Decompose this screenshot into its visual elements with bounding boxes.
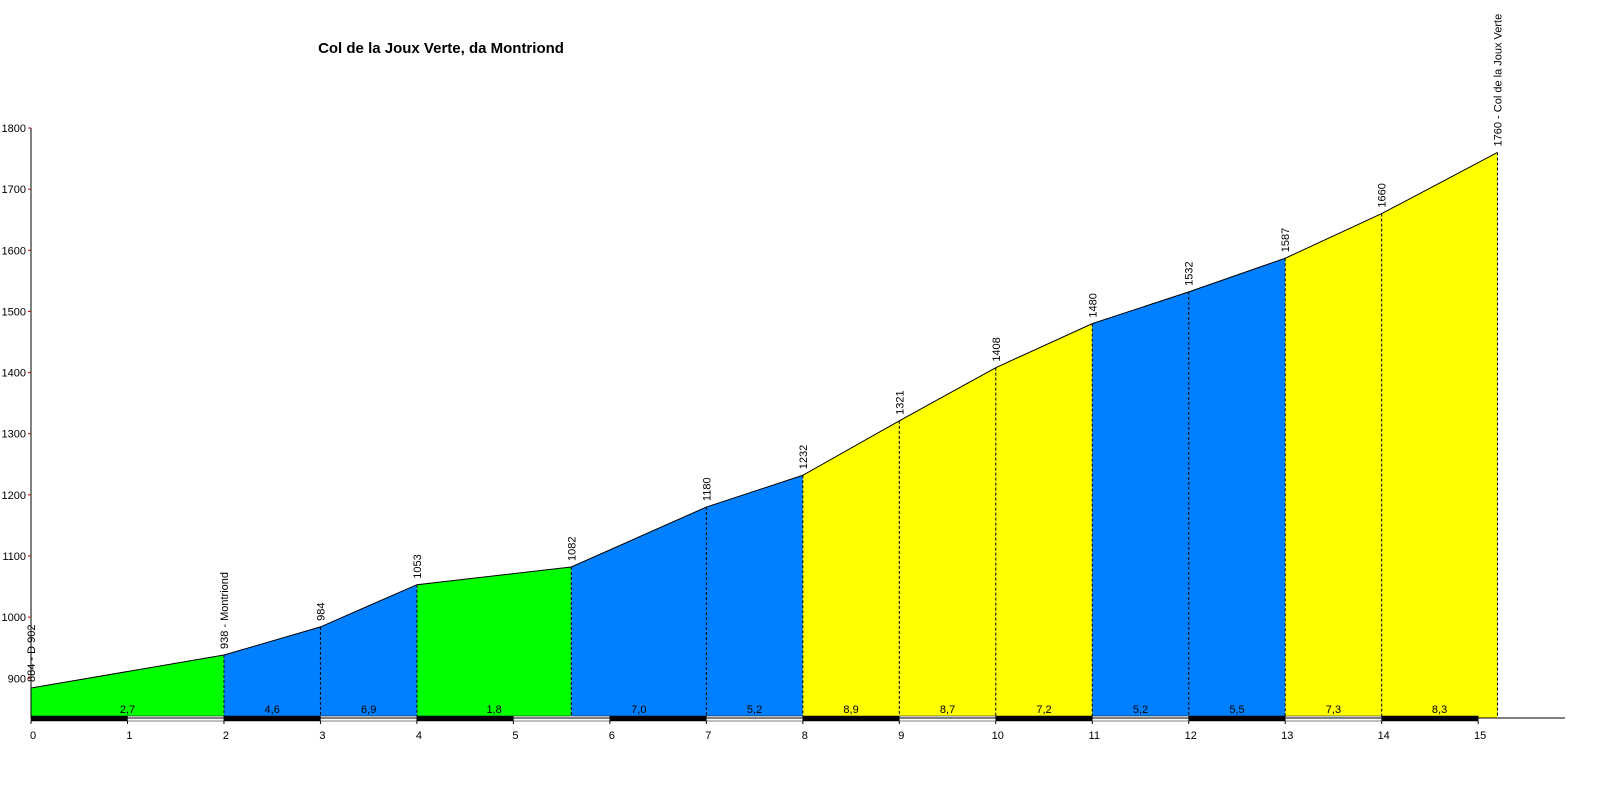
y-tick-label: 1700: [2, 184, 26, 196]
grade-label: 4,6: [265, 704, 280, 716]
altitude-label: 1480: [1087, 293, 1099, 317]
altitude-label: 1408: [991, 337, 1003, 361]
altitude-label: 1760 - Col de la Joux Verte: [1492, 14, 1504, 147]
altitude-label: 1587: [1280, 228, 1292, 252]
x-tick-label: 12: [1185, 730, 1197, 742]
grade-segment: [1285, 213, 1382, 718]
grade-label: 8,3: [1432, 704, 1447, 716]
x-tick-label: 15: [1474, 730, 1486, 742]
y-tick-label: 1400: [2, 368, 26, 380]
altitude-label: 1053: [412, 554, 424, 578]
chart-title: Col de la Joux Verte, da Montriond: [318, 40, 564, 57]
x-tick-label: 6: [609, 730, 615, 742]
grade-segment: [223, 626, 321, 718]
grade-label: 6,9: [361, 704, 376, 716]
grade-segment: [802, 420, 900, 718]
y-tick-label: 900: [8, 673, 26, 685]
altitude-label: 884 - D 902: [26, 625, 38, 682]
y-tick-label: 1500: [2, 306, 26, 318]
y-tick-label: 1100: [2, 551, 26, 563]
y-tick-label: 1200: [2, 490, 26, 502]
y-tick-label: 1600: [2, 245, 26, 257]
grade-label: 7,2: [1036, 704, 1051, 716]
grade-segment: [416, 566, 572, 718]
grade-segment: [706, 475, 803, 718]
grade-segment: [31, 655, 224, 718]
grade-label: 5,2: [747, 704, 762, 716]
altitude-label: 1660: [1377, 183, 1389, 207]
x-tick-label: 13: [1281, 730, 1293, 742]
grade-label: 1,8: [486, 704, 501, 716]
grade-label: 7,0: [631, 704, 646, 716]
x-tick-label: 1: [126, 730, 132, 742]
grade-segment: [1381, 152, 1498, 719]
grade-segment: [320, 584, 417, 718]
grade-segment: [899, 367, 996, 718]
grade-label: 5,5: [1229, 704, 1244, 716]
y-tick-label: 1800: [2, 123, 26, 135]
x-tick-label: 5: [512, 730, 518, 742]
grade-label: 2,7: [120, 704, 135, 716]
grade-label: 8,7: [940, 704, 955, 716]
grade-segment: [571, 507, 707, 718]
altitude-label: 1532: [1184, 261, 1196, 285]
altitude-label: 1232: [798, 445, 810, 469]
altitude-label: 984: [315, 603, 327, 621]
x-tick-label: 9: [898, 730, 904, 742]
altitude-label: 938 - Montriond: [219, 572, 231, 649]
y-tick-label: 1000: [2, 612, 26, 624]
x-tick-label: 11: [1089, 730, 1100, 742]
grade-segment: [995, 323, 1093, 718]
grade-label: 5,2: [1133, 704, 1148, 716]
x-tick-label: 4: [416, 730, 422, 742]
x-tick-label: 14: [1378, 730, 1390, 742]
x-tick-label: 3: [319, 730, 325, 742]
y-tick-label: 1300: [2, 429, 26, 441]
grade-label: 7,3: [1326, 704, 1341, 716]
altitude-label: 1321: [894, 390, 906, 414]
altitude-label: 1180: [701, 477, 713, 501]
altitude-label: 1082: [566, 537, 578, 561]
x-tick-label: 2: [223, 730, 229, 742]
grade-segment: [1092, 291, 1189, 718]
x-tick-label: 8: [802, 730, 808, 742]
x-tick-label: 0: [30, 730, 36, 742]
profile-line: [30, 152, 1498, 689]
grade-segment: [1188, 258, 1286, 718]
x-tick-label: 10: [992, 730, 1004, 742]
grade-label: 8,9: [843, 704, 858, 716]
x-tick-label: 7: [705, 730, 711, 742]
